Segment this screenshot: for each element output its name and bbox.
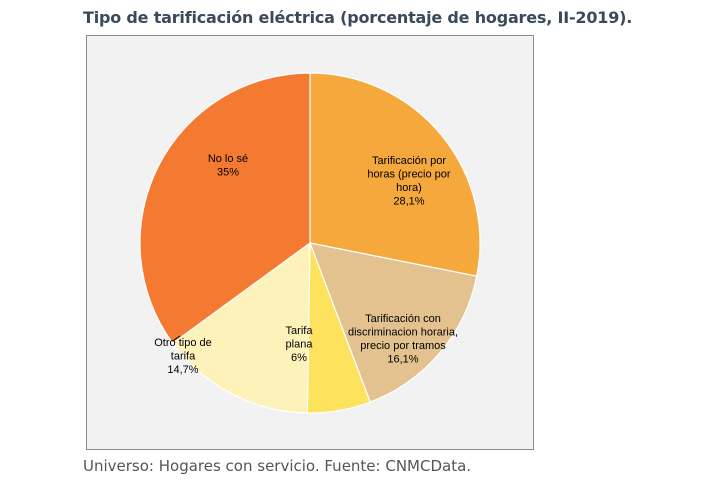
source-note: Universo: Hogares con servicio. Fuente: … [83, 457, 472, 475]
slice-label-2: Tarifa plana 6% [286, 325, 314, 364]
slice-label-1: Tarificación con discriminacion horaria, p… [348, 313, 458, 366]
chart-title: Tipo de tarificación eléctrica (porcenta… [83, 8, 633, 27]
pie-slice-4 [139, 72, 311, 345]
slice-label-0: Tarificación por horas (precio por hora) 28… [367, 155, 450, 208]
pie-slice-0 [309, 72, 481, 277]
label-leader-line [173, 335, 181, 341]
pie-slice-3 [171, 241, 311, 414]
slice-label-3: Otro tipo de tarifa 14,7% [154, 337, 211, 376]
pie-chart: Tarificación por horas (precio por hora) 28… [139, 72, 481, 414]
chart-area: Tarificación por horas (precio por hora) 28… [86, 35, 534, 450]
slice-label-4: No lo sé 35% [208, 153, 248, 179]
pie-slice-1 [309, 242, 478, 403]
